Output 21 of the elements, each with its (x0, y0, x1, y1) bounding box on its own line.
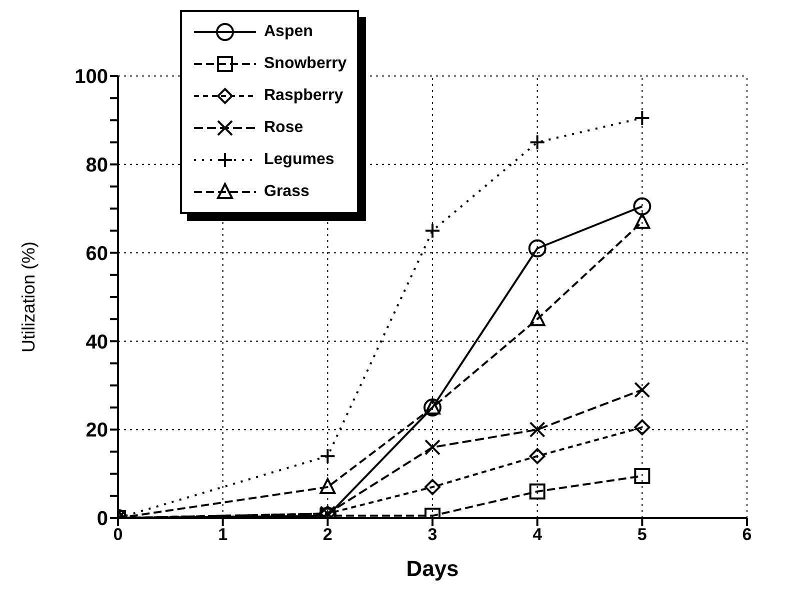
x-tick-label: 1 (218, 525, 228, 544)
y-tick-label: 20 (86, 420, 108, 442)
legend-label: Legumes (264, 151, 334, 169)
x-tick-label: 5 (637, 525, 647, 544)
y-axis-title: Utilization (%) (18, 241, 38, 353)
y-tick-label: 0 (96, 508, 108, 530)
legend-label: Grass (264, 183, 310, 201)
x-tick-label: 3 (428, 525, 438, 544)
y-tick-label: 100 (74, 66, 108, 88)
y-tick-label: 80 (86, 154, 108, 176)
x-tick-label: 6 (742, 525, 752, 544)
x-tick-label: 0 (113, 525, 123, 544)
y-tick-label: 40 (86, 331, 108, 354)
x-tick-label: 4 (532, 525, 543, 544)
x-tick-label: 2 (322, 525, 332, 544)
legend-label: Snowberry (264, 55, 347, 73)
y-tick-label: 60 (86, 242, 108, 265)
x-axis-title: Days (406, 556, 459, 581)
legend-label: Raspberry (264, 87, 344, 105)
legend-label: Aspen (264, 23, 313, 41)
legend-label: Rose (264, 119, 304, 137)
